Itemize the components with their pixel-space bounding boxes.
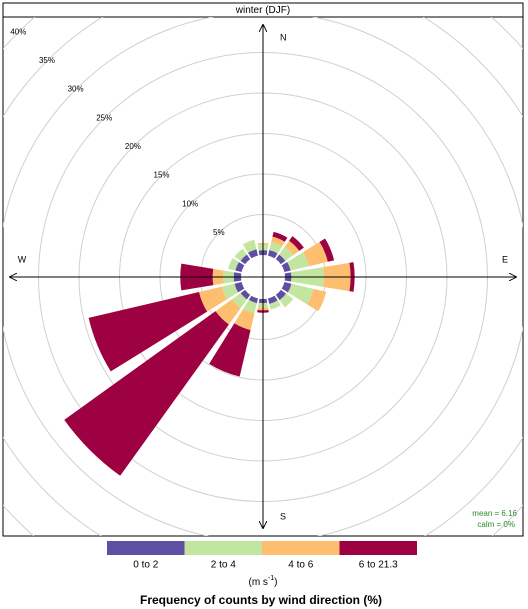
wind-segment: [235, 261, 245, 272]
wind-segment: [228, 258, 239, 271]
wind-segment: [198, 286, 228, 312]
wind-segment: [268, 295, 278, 304]
wind-segment: [275, 254, 286, 265]
r-tick-label: 40%: [10, 27, 26, 36]
wind-segment: [215, 299, 241, 325]
r-tick-label: 20%: [125, 142, 141, 151]
wind-segment: [243, 299, 257, 314]
r-tick-label: 10%: [182, 199, 198, 208]
annotation: mean = 6.16: [472, 509, 517, 518]
annotation: calm = 0%: [477, 520, 515, 529]
r-tick-label: 35%: [39, 56, 55, 65]
unit-text: (m s: [248, 577, 267, 588]
legend-swatch: [184, 541, 262, 555]
wind-segment: [221, 283, 239, 300]
wind-segment: [319, 238, 335, 262]
wind-segment: [272, 231, 288, 242]
wind-segment: [284, 240, 300, 256]
wind-segment: [289, 236, 304, 251]
wind-segment: [281, 261, 291, 272]
wind-segment: [64, 311, 229, 476]
wind-segment: [271, 236, 285, 247]
legend-label: 0 to 2: [133, 560, 158, 571]
legend-label: 4 to 6: [288, 560, 313, 571]
wind-segment: [287, 252, 309, 271]
legend-swatch: [262, 541, 340, 555]
wind-segment: [240, 289, 251, 300]
wind-segment: [247, 249, 258, 259]
strip-title: winter (DJF): [235, 5, 290, 16]
r-tick-label: 25%: [96, 113, 112, 122]
wind-segment: [209, 323, 251, 377]
legend-swatch: [339, 541, 417, 555]
chart-title: Frequency of counts by wind direction (%…: [140, 593, 382, 607]
wind-segment: [287, 283, 314, 305]
compass-label: W: [18, 254, 27, 264]
wind-segment: [242, 239, 257, 253]
r-tick-label: 5%: [213, 228, 225, 237]
compass-label: S: [280, 511, 286, 521]
r-tick-label: 30%: [68, 85, 84, 94]
wind-segment: [231, 293, 247, 309]
wind-segment: [234, 308, 255, 330]
wind-segment: [281, 282, 292, 293]
wind-segment: [234, 282, 245, 293]
wind-segment: [269, 300, 281, 310]
legend-label: 6 to 21.3: [359, 560, 398, 571]
wind-segment: [279, 293, 294, 308]
wind-segment: [268, 250, 278, 259]
compass-label: N: [280, 32, 287, 42]
wind-segment: [279, 246, 294, 261]
legend-swatch: [107, 541, 185, 555]
unit-exponent: -1: [268, 575, 274, 582]
compass-label: E: [502, 254, 508, 264]
wind-segment: [234, 248, 247, 261]
wind-segment: [303, 241, 328, 267]
legend-unit: (m s-1): [248, 575, 277, 588]
wind-segment: [248, 295, 258, 304]
r-tick-label: 15%: [154, 171, 170, 180]
strip: [2, 2, 524, 18]
wind-segment: [307, 288, 327, 312]
legend-label: 2 to 4: [211, 560, 236, 571]
unit-text: ): [274, 577, 277, 588]
wind-segment: [269, 242, 282, 254]
wind-segment: [275, 289, 287, 301]
wind-segment: [240, 254, 251, 265]
wind-segment: [88, 292, 208, 372]
